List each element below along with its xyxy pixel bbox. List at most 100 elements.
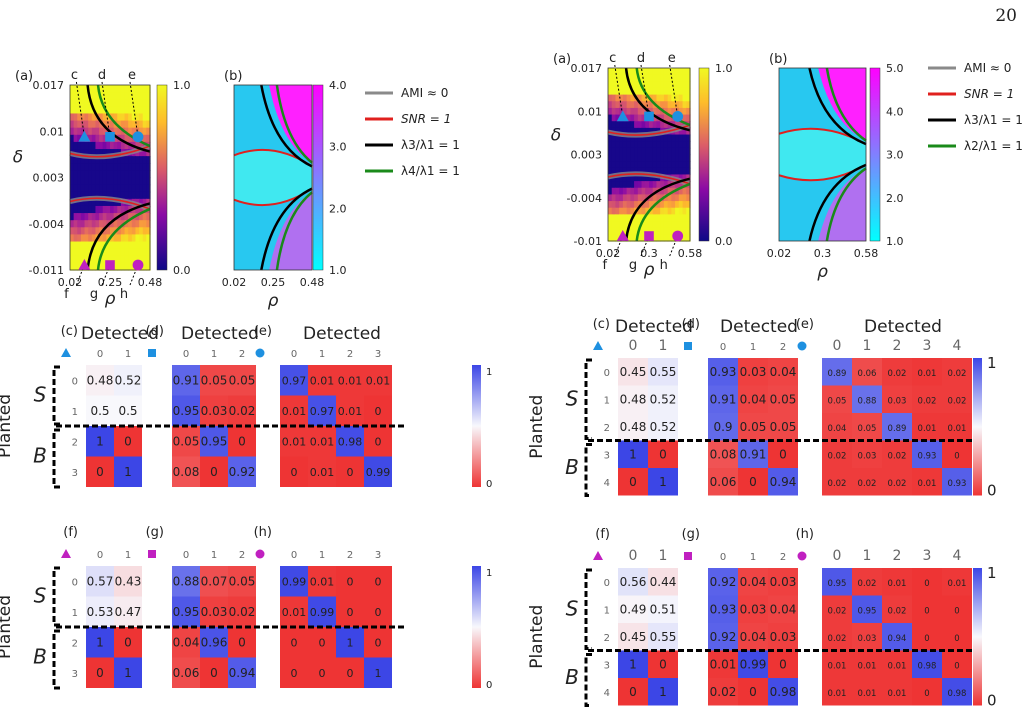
ami-cell bbox=[652, 114, 658, 122]
ami-cell bbox=[84, 106, 89, 115]
cell-value: 0.57 bbox=[87, 574, 114, 588]
ami-cell bbox=[77, 241, 82, 250]
ami-cell bbox=[77, 198, 82, 207]
square-marker bbox=[148, 349, 156, 357]
ami-cell bbox=[619, 107, 624, 116]
ami-cell bbox=[142, 191, 147, 200]
ami-cell bbox=[649, 207, 654, 215]
ami-cell bbox=[626, 94, 631, 102]
ami-cell bbox=[656, 147, 661, 156]
matrix-cell bbox=[618, 650, 648, 678]
cell-value: 0 bbox=[291, 636, 298, 649]
ami-cell bbox=[686, 94, 691, 102]
ami-cell bbox=[630, 94, 635, 102]
ami-cell bbox=[663, 161, 669, 169]
ami-cell bbox=[99, 134, 104, 143]
ami-cell bbox=[77, 134, 82, 143]
ami-cell bbox=[630, 127, 635, 136]
matrix-cell bbox=[768, 440, 798, 468]
matrix-cell bbox=[738, 623, 768, 651]
ami-cell bbox=[656, 81, 661, 89]
column-index: 2 bbox=[347, 349, 353, 360]
matrix-cell bbox=[114, 456, 142, 487]
ami-cell bbox=[619, 141, 624, 149]
ami-cell bbox=[99, 163, 104, 171]
x-axis-label: ρ bbox=[268, 291, 279, 311]
ami-cell bbox=[88, 85, 93, 93]
cell-value: 0.01 bbox=[282, 435, 307, 448]
ami-cell bbox=[80, 255, 86, 264]
ami-cell bbox=[77, 92, 82, 100]
ami-cell bbox=[619, 121, 624, 129]
column-index: 1 bbox=[319, 550, 325, 561]
cell-value: 0.02 bbox=[229, 605, 256, 619]
ami-cell bbox=[113, 92, 118, 100]
square-marker bbox=[105, 260, 115, 270]
matrix-cell bbox=[768, 568, 798, 596]
ami-cell bbox=[682, 107, 687, 116]
ami-cell bbox=[120, 163, 126, 171]
ami-cell bbox=[615, 68, 620, 76]
x-axis-label: ρ bbox=[105, 289, 116, 309]
matrix-cell bbox=[228, 426, 256, 457]
ami-cell bbox=[608, 214, 613, 222]
ami-cell bbox=[99, 85, 104, 93]
ami-cell bbox=[634, 194, 639, 202]
ami-cell bbox=[663, 147, 669, 156]
plot-frame bbox=[233, 84, 313, 271]
cell-value: 0.01 bbox=[918, 479, 937, 489]
cell-value: 0.49 bbox=[620, 602, 647, 616]
ami-cell bbox=[622, 81, 628, 89]
cell-value: 0.52 bbox=[115, 373, 142, 387]
lambda3-curve bbox=[808, 163, 867, 242]
lambda3-curve bbox=[260, 187, 313, 271]
ami-cell bbox=[117, 248, 122, 257]
ami-cell bbox=[99, 106, 104, 115]
ami-cell bbox=[667, 87, 672, 96]
ami-cell bbox=[124, 127, 129, 136]
ami-cell bbox=[663, 227, 669, 235]
ami-cell bbox=[649, 74, 654, 82]
marker-label-g: g bbox=[629, 258, 637, 273]
ami-cell bbox=[77, 262, 82, 271]
cell-value: 0.02 bbox=[710, 685, 737, 699]
cell-value: 0.03 bbox=[770, 630, 797, 644]
row-index: 0 bbox=[72, 376, 78, 387]
matrix-cell bbox=[768, 623, 798, 651]
matrix-cell bbox=[942, 440, 972, 468]
ami-cell bbox=[70, 220, 75, 228]
ami-cell bbox=[630, 174, 635, 182]
cell-value: 0.95 bbox=[173, 404, 200, 418]
ami-cell bbox=[124, 177, 129, 186]
ami-cell bbox=[682, 94, 687, 102]
ami-cell bbox=[652, 134, 658, 142]
ami-cell bbox=[652, 161, 658, 169]
ami-cell bbox=[637, 227, 643, 235]
matrix-cell bbox=[336, 395, 364, 426]
ami-cell bbox=[678, 194, 684, 202]
ami-cell bbox=[675, 81, 680, 89]
ami-cell bbox=[131, 85, 137, 93]
ami-cell bbox=[84, 85, 89, 93]
matrix-cell bbox=[280, 456, 308, 487]
confusion-matrix-g: 0.88 0.07 0.050.95 0.03 0.020.04 0.96 00.06 0 0.… bbox=[146, 525, 256, 688]
ami-cell bbox=[113, 262, 118, 271]
ami-cell bbox=[124, 213, 129, 221]
ami-cell bbox=[91, 191, 97, 200]
matrix-cell bbox=[852, 595, 882, 623]
ami-cell bbox=[70, 141, 75, 150]
ami-cell bbox=[110, 220, 115, 228]
ami-cell bbox=[622, 181, 628, 189]
ami-cell bbox=[88, 113, 93, 122]
ami-cell bbox=[678, 187, 684, 196]
ami-cell bbox=[117, 191, 122, 200]
matrix-cell bbox=[336, 365, 364, 396]
ami-cell bbox=[117, 234, 122, 243]
ami-cell bbox=[675, 214, 680, 222]
ami-cell bbox=[678, 214, 684, 222]
ami-cell bbox=[110, 120, 115, 129]
ami-cell bbox=[611, 101, 617, 109]
cell-value: 0.89 bbox=[828, 369, 847, 379]
ami-cell bbox=[630, 221, 635, 229]
cell-value: 0.02 bbox=[828, 634, 847, 644]
